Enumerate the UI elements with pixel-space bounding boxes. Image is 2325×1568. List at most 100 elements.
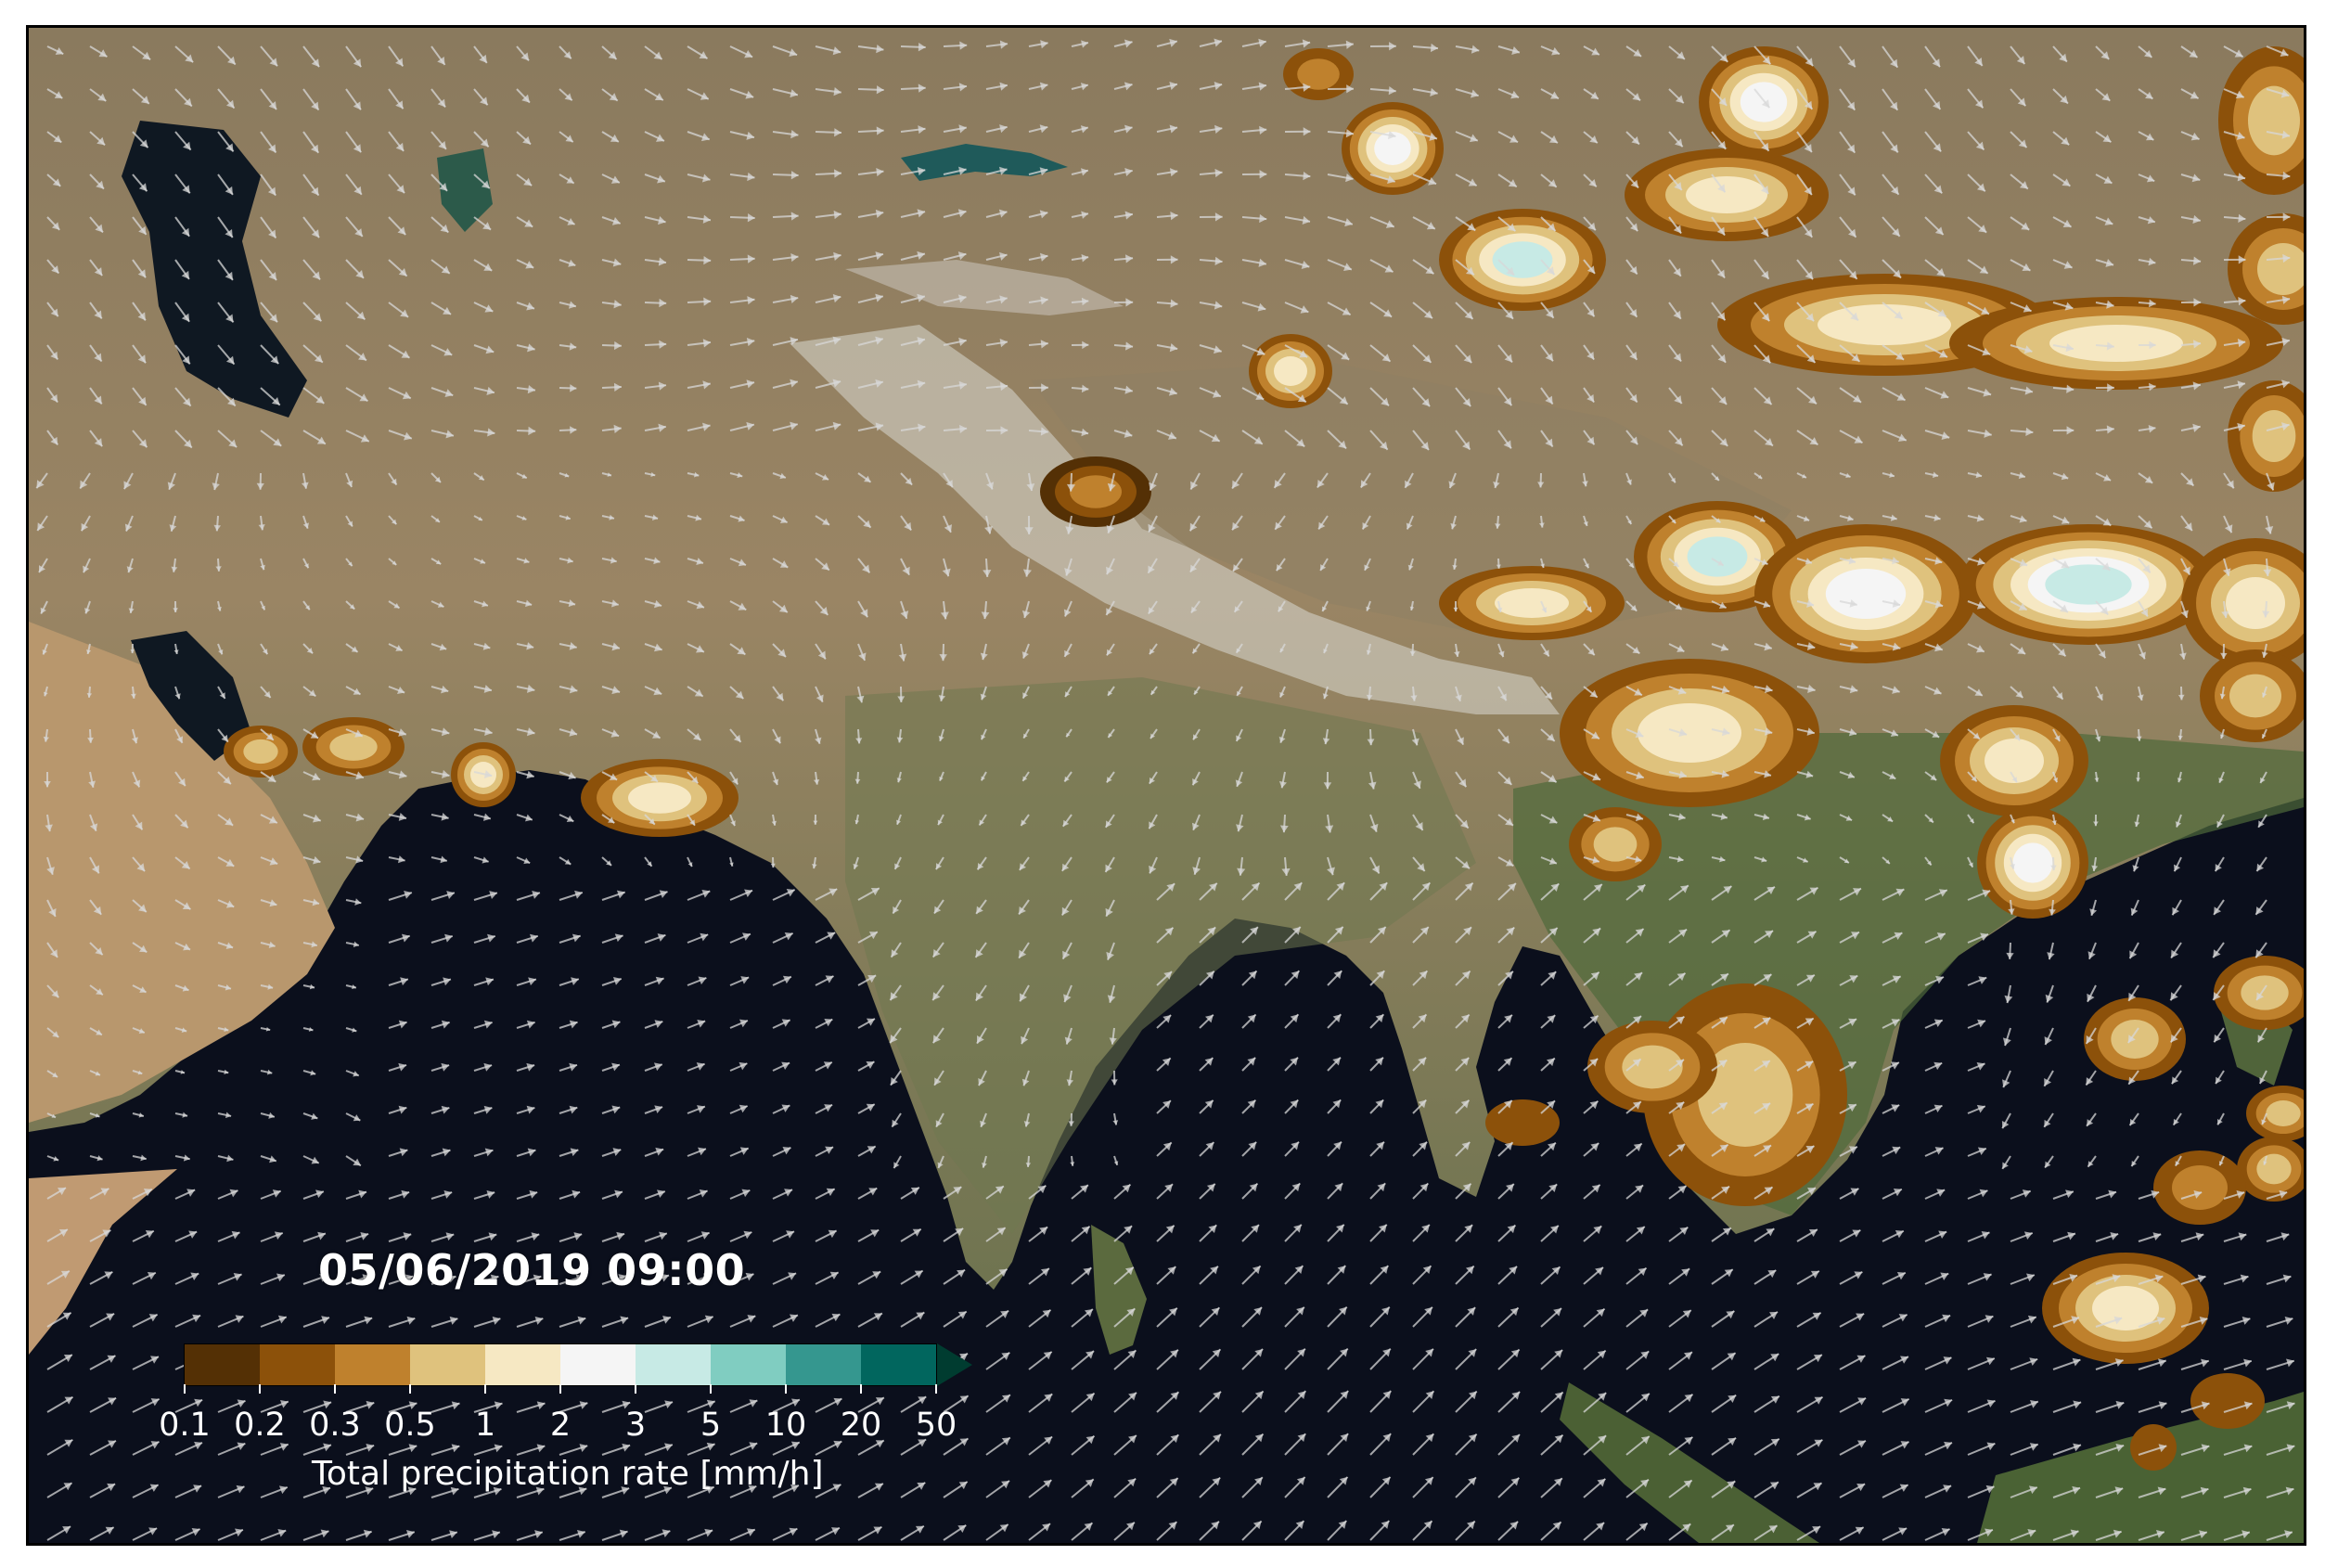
wind-arrowhead [98, 49, 108, 58]
wind-arrowhead [918, 125, 926, 135]
wind-arrowhead [1845, 815, 1853, 821]
wind-arrowhead [958, 380, 967, 390]
land-africa-horn [29, 1169, 177, 1355]
wind-arrowhead [1939, 350, 1948, 358]
wind-arrowhead [437, 98, 446, 108]
wind-arrowhead [735, 690, 744, 700]
wind-arrowhead [611, 1105, 621, 1114]
wind-arrowhead [744, 889, 753, 898]
wind-arrowhead [813, 778, 820, 785]
wind-arrowhead [1465, 266, 1474, 276]
colorbar-segment [786, 1344, 861, 1385]
wind-arrowhead [958, 166, 967, 175]
colorbar-extend-arrow [937, 1343, 972, 1386]
colorbar-tick [259, 1384, 261, 1394]
wind-arrowhead [1339, 396, 1348, 405]
wind-arrowhead [51, 990, 59, 998]
wind-arrowhead [1336, 1224, 1344, 1233]
wind-arrowhead [2103, 175, 2113, 184]
wind-arrowhead [2279, 1189, 2288, 1199]
wind-arrowhead [1983, 388, 1992, 397]
wind-arrowhead [2102, 135, 2112, 143]
wind-arrowhead [311, 941, 317, 948]
wind-arrowhead [1944, 1441, 1953, 1450]
wind-arrowhead [1251, 882, 1260, 892]
wind-arrowhead [1674, 182, 1682, 191]
wind-arrowhead [442, 769, 450, 778]
wind-arrowhead [702, 1273, 712, 1281]
wind-arrowhead [1981, 306, 1989, 315]
wind-arrowhead [1471, 45, 1480, 54]
wind-arrowhead [986, 482, 995, 490]
wind-arrowhead [573, 1232, 583, 1240]
wind-arrowhead [747, 1315, 756, 1323]
wind-arrowhead [858, 652, 867, 661]
wind-arrowhead [893, 906, 900, 914]
wind-arrowhead [1595, 1266, 1604, 1276]
wind-arrowhead [614, 933, 623, 943]
colorbar-tick [484, 1384, 486, 1394]
wind-arrowhead [1766, 1228, 1775, 1237]
wind-arrowhead [1854, 1271, 1863, 1279]
wind-arrowhead [2065, 343, 2074, 353]
wind-arrowhead [51, 265, 59, 274]
wind-arrowhead [700, 133, 710, 142]
wind-arrowhead [237, 1442, 246, 1451]
wind-arrowhead [89, 823, 98, 831]
wind-arrowhead [1344, 218, 1353, 227]
precip-contour [2252, 410, 2296, 462]
wind-arrowhead [1891, 1104, 1900, 1112]
wind-arrowhead [1678, 728, 1688, 738]
wind-arrowhead [816, 694, 824, 702]
wind-arrowhead [1044, 1436, 1053, 1445]
wind-arrowhead [94, 267, 103, 276]
wind-arrowhead [867, 975, 877, 983]
wind-arrowhead [225, 355, 235, 365]
wind-arrowhead [957, 209, 967, 218]
wind-arrowhead [140, 1154, 147, 1162]
wind-arrowhead [864, 475, 871, 482]
wind-arrowhead [2106, 341, 2114, 351]
wind-arrowhead [622, 1400, 631, 1409]
wind-arrowhead [486, 1189, 495, 1199]
wind-arrowhead [945, 480, 953, 488]
wind-arrowhead [1933, 143, 1942, 152]
wind-arrowhead [1676, 645, 1685, 652]
wind-arrowhead [2095, 736, 2101, 742]
wind-arrowhead [353, 1114, 361, 1122]
wind-arrowhead [910, 1187, 919, 1195]
wind-arrowhead [2060, 95, 2068, 104]
wind-arrowhead [1757, 474, 1763, 479]
wind-arrowhead [1113, 1161, 1119, 1165]
colorbar-segment [185, 1344, 260, 1385]
wind-arrowhead [97, 93, 107, 101]
wind-arrowhead [302, 522, 310, 529]
wind-arrowhead [1162, 1015, 1172, 1023]
wind-arrowhead [131, 737, 138, 744]
wind-arrowhead [1211, 433, 1220, 443]
wind-arrowhead [226, 1154, 234, 1163]
wind-arrowhead [1124, 254, 1134, 263]
wind-arrowhead [571, 977, 579, 986]
wind-arrowhead [860, 609, 868, 618]
wind-arrowhead [1467, 1521, 1475, 1530]
wind-arrowhead [832, 379, 841, 388]
wind-arrowhead [894, 863, 901, 869]
wind-arrowhead [2106, 300, 2114, 309]
wind-arrowhead [182, 185, 190, 194]
wind-arrowhead [1975, 471, 1983, 479]
wind-arrowhead [311, 1156, 319, 1164]
wind-arrowhead [1717, 353, 1727, 363]
wind-arrowhead [833, 87, 841, 96]
wind-arrowhead [2100, 606, 2109, 615]
wind-arrowhead [265, 733, 274, 740]
wind-arrowhead [896, 778, 902, 783]
wind-arrowhead [2171, 1076, 2179, 1085]
wind-arrowhead [268, 1112, 275, 1119]
wind-arrowhead [1149, 777, 1155, 784]
wind-arrowhead [1721, 770, 1729, 778]
wind-arrowhead [1722, 1227, 1731, 1236]
wind-arrowhead [2098, 649, 2106, 659]
india-green [845, 677, 1476, 1234]
wind-arrowhead [2282, 171, 2291, 181]
